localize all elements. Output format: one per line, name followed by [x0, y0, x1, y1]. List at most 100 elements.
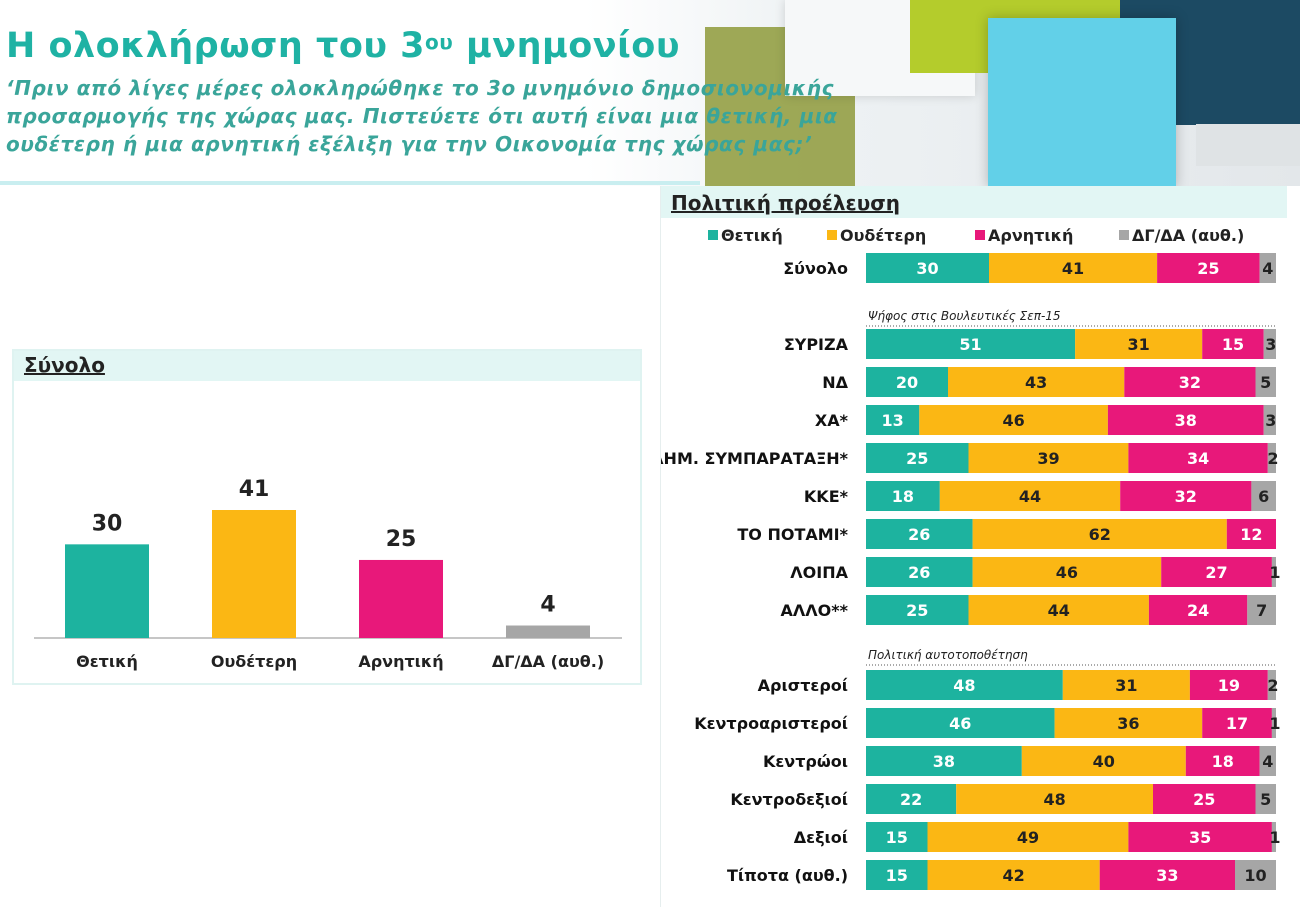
row-2-value-4: 3 [1265, 335, 1276, 354]
legend-swatch-2 [827, 230, 837, 240]
row-13-segment-2 [956, 784, 1153, 814]
row-9-value-1: 25 [906, 601, 928, 620]
row-label-8: ΛΟΙΠΑ [790, 563, 848, 582]
row-1-segment-4 [1259, 253, 1276, 283]
row-5-value-1: 25 [906, 449, 928, 468]
row-4-segment-4 [1263, 405, 1276, 435]
row-10-segment-2 [1062, 670, 1190, 700]
row-15-value-4: 10 [1244, 866, 1266, 885]
political-origin-panel: Πολιτική προέλευση Θετική Ουδέτερη Αρνητικ… [660, 186, 1287, 907]
row-12-segment-4 [1259, 746, 1276, 776]
row-14-value-4: 1 [1269, 828, 1280, 847]
row-15-segment-1 [866, 860, 928, 890]
legend-swatch-1 [708, 230, 718, 240]
row-11-segment-3 [1202, 708, 1272, 738]
row-9-value-4: 7 [1256, 601, 1267, 620]
row-label-12: Κεντρώοι [763, 752, 848, 771]
row-1-segment-3 [1157, 253, 1260, 283]
row-label-1: Σύνολο [783, 259, 848, 278]
row-9-value-2: 44 [1048, 601, 1070, 620]
row-13-segment-4 [1255, 784, 1276, 814]
row-3-value-2: 43 [1025, 373, 1047, 392]
political-origin-stacked-chart: Θετική Ουδέτερη Αρνητική ΔΓ/ΔΑ (αυθ.) Ψήφος … [661, 226, 1281, 890]
legend-label-2: Ουδέτερη [840, 226, 926, 245]
row-1-value-2: 41 [1062, 259, 1084, 278]
row-3-segment-3 [1124, 367, 1256, 397]
political-origin-header [661, 186, 1287, 218]
row-4-segment-1 [866, 405, 920, 435]
total-value-label-1: 30 [92, 511, 123, 536]
row-14-segment-3 [1128, 822, 1272, 852]
total-category-label-4: ΔΓ/ΔΑ (αυθ.) [492, 652, 604, 671]
row-10-segment-4 [1267, 670, 1276, 700]
total-bar-4 [506, 625, 590, 638]
row-9-segment-2 [968, 595, 1149, 625]
row-11-segment-1 [866, 708, 1055, 738]
row-4-value-1: 13 [882, 411, 904, 430]
total-bar-2 [212, 510, 296, 638]
row-label-13: Κεντροδεξιοί [730, 790, 848, 809]
legend-label-3: Αρνητική [988, 226, 1073, 245]
row-3-segment-2 [948, 367, 1125, 397]
row-label-3: ΝΔ [822, 373, 848, 392]
row-10-segment-1 [866, 670, 1063, 700]
row-13-segment-3 [1153, 784, 1256, 814]
row-15-value-2: 42 [1002, 866, 1024, 885]
row-11-value-2: 36 [1117, 714, 1139, 733]
total-bar-chart: 30 Θετική 41 Ουδέτερη 25 Αρνητική 4 ΔΓ/ΔΑ (αυθ.… [34, 477, 622, 671]
row-10-value-3: 19 [1218, 676, 1240, 695]
row-7-value-3: 12 [1240, 525, 1262, 544]
legend-swatch-4 [1119, 230, 1129, 240]
row-1-value-3: 25 [1197, 259, 1219, 278]
row-label-5: ΔΗΜ. ΣΥΜΠΑΡΑΤΑΞΗ* [661, 449, 849, 468]
row-12-value-1: 38 [933, 752, 955, 771]
total-panel-title: Σύνολο [24, 353, 105, 377]
page-title: Η ολοκλήρωση του 3ου μνημονίου [6, 26, 680, 66]
row-11-segment-2 [1054, 708, 1203, 738]
row-11-value-3: 17 [1226, 714, 1248, 733]
row-5-value-2: 39 [1037, 449, 1059, 468]
row-9-segment-1 [866, 595, 969, 625]
row-4-value-2: 46 [1002, 411, 1024, 430]
row-3-value-3: 32 [1179, 373, 1201, 392]
row-2-segment-1 [866, 329, 1076, 359]
row-6-value-1: 18 [892, 487, 914, 506]
row-9-segment-3 [1148, 595, 1248, 625]
row-11-value-1: 46 [949, 714, 971, 733]
row-label-9: ΑΛΛΟ** [781, 601, 849, 620]
row-7-value-1: 26 [908, 525, 930, 544]
decor-block-cyan [988, 18, 1176, 188]
row-8-segment-1 [866, 557, 973, 587]
row-14-segment-4 [1271, 822, 1276, 852]
row-label-4: ΧΑ* [815, 411, 849, 430]
row-15-value-3: 33 [1156, 866, 1178, 885]
row-11-value-4: 1 [1269, 714, 1280, 733]
row-4-value-3: 38 [1175, 411, 1197, 430]
row-8-segment-3 [1161, 557, 1272, 587]
row-14-segment-2 [927, 822, 1129, 852]
row-7-segment-2 [972, 519, 1227, 549]
row-label-2: ΣΥΡΙΖΑ [784, 335, 849, 354]
row-2-segment-2 [1075, 329, 1203, 359]
row-7-segment-3 [1226, 519, 1276, 549]
group-label-2: Πολιτική αυτοτοποθέτηση [868, 648, 1028, 662]
row-12-value-2: 40 [1093, 752, 1115, 771]
row-12-segment-1 [866, 746, 1022, 776]
political-origin-title: Πολιτική προέλευση [671, 191, 901, 215]
row-5-segment-4 [1267, 443, 1276, 473]
row-13-value-3: 25 [1193, 790, 1215, 809]
total-value-label-2: 41 [239, 477, 270, 502]
total-value-label-4: 4 [540, 593, 555, 618]
row-label-14: Δεξιοί [794, 828, 848, 847]
row-15-segment-3 [1099, 860, 1235, 890]
row-9-segment-4 [1247, 595, 1276, 625]
row-6-segment-3 [1120, 481, 1252, 511]
row-4-segment-3 [1107, 405, 1264, 435]
row-10-value-2: 31 [1115, 676, 1137, 695]
row-14-value-2: 49 [1017, 828, 1039, 847]
row-1-segment-1 [866, 253, 989, 283]
legend-label-1: Θετική [721, 226, 783, 245]
row-label-6: ΚΚΕ* [804, 487, 849, 506]
row-3-value-1: 20 [896, 373, 918, 392]
total-category-label-1: Θετική [76, 652, 138, 671]
